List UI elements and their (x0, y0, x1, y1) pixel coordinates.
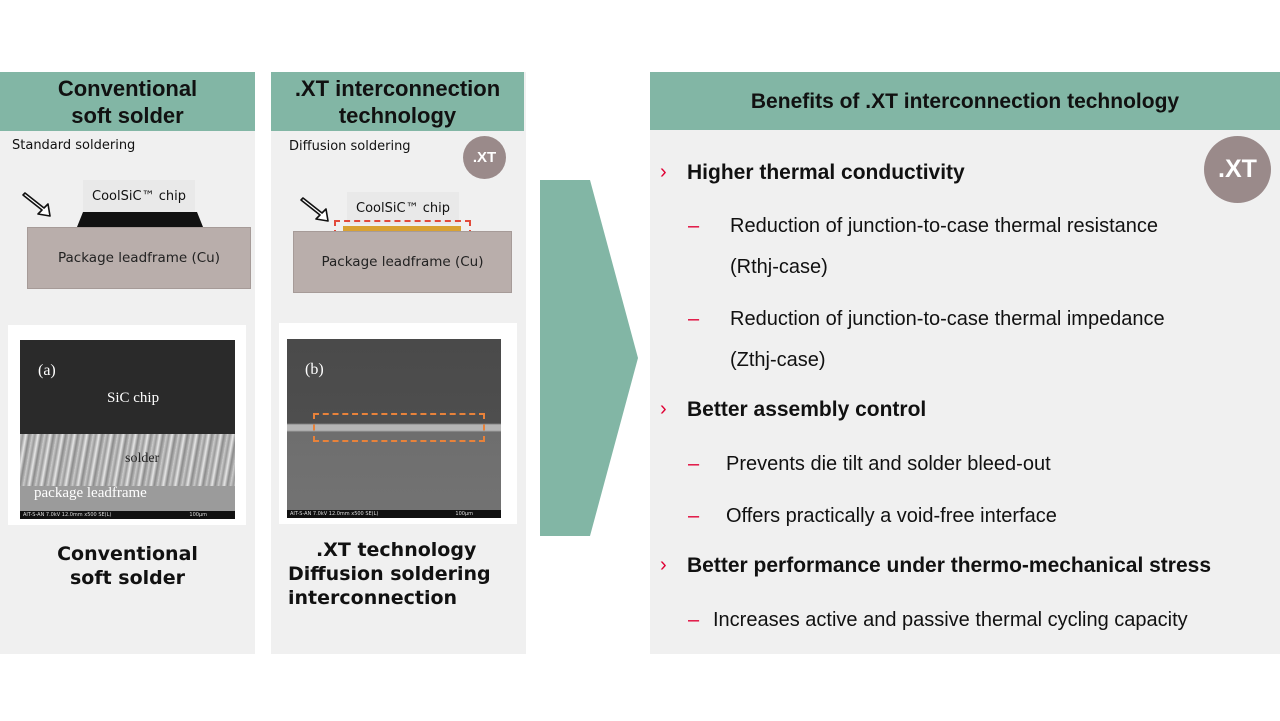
left-panel-header: Conventional soft solder (0, 72, 255, 131)
middle-xt-badge-text: .XT (472, 149, 497, 166)
left-solder-layer (77, 212, 203, 227)
left-sem-leadframe-region (20, 486, 235, 511)
middle-panel-header: .XT interconnection technology (271, 72, 524, 131)
right-panel (650, 72, 1280, 654)
left-sem-scale-text: AIT-S-AN 7.0kV 12.0mm x500 SE(L) (23, 512, 112, 518)
diagonal-arrow-icon (300, 197, 329, 222)
left-leadframe: Package leadframe (Cu) (27, 227, 251, 289)
bullet-chevron-icon: › (660, 398, 667, 420)
left-panel-header-text: Conventional soft solder (57, 75, 198, 128)
middle-process-label: Diffusion soldering (289, 139, 411, 154)
benefit-sub-text: Reduction of junction-to-case thermal re… (730, 206, 1158, 288)
left-chip: CoolSiC™ chip (83, 180, 195, 212)
benefit-title: Better assembly control (687, 398, 927, 421)
left-caption: Conventional soft solder (0, 542, 255, 590)
diagonal-arrow-icon (22, 192, 51, 217)
right-xt-badge: .XT (1204, 136, 1271, 203)
benefit-item: › Higher thermal conductivity (660, 161, 965, 185)
middle-caption-line3: interconnection (288, 587, 458, 609)
middle-caption: .XT technology Diffusion soldering inter… (288, 538, 523, 610)
middle-diffusion-layer (343, 226, 461, 231)
benefit-sub-text: Reduction of junction-to-case thermal im… (730, 299, 1165, 381)
middle-leadframe-label: Package leadframe (Cu) (321, 254, 484, 270)
benefit-sub-item: – Increases active and passive thermal c… (688, 600, 1188, 641)
middle-chip-label: CoolSiC™ chip (356, 200, 450, 216)
benefit-sub-line: Reduction of junction-to-case thermal re… (730, 215, 1158, 237)
left-process-label: Standard soldering (12, 138, 136, 153)
middle-panel-header-text: .XT interconnection technology (294, 75, 501, 128)
bullet-chevron-icon: › (660, 554, 667, 576)
right-xt-badge-text: .XT (1218, 155, 1257, 183)
middle-sem-scalebar: AIT-S-AN 7.0kV 12.0mm x500 SE(L) 100μm (287, 510, 501, 518)
left-sem-letter: (a) (38, 362, 56, 379)
right-panel-header: Benefits of .XT interconnection technolo… (650, 72, 1280, 130)
bullet-chevron-icon: › (660, 161, 667, 183)
benefit-sub-line: Reduction of junction-to-case thermal im… (730, 308, 1165, 330)
left-sem-leadframe-label: package leadframe (34, 485, 147, 501)
benefit-sub-line: Offers practically a void-free interface (726, 505, 1057, 527)
benefit-sub-line: (Zthj-case) (730, 349, 826, 371)
dash-marker: – (688, 505, 700, 527)
benefit-title: Better performance under thermo-mechanic… (687, 554, 1212, 577)
benefit-sub-item: – Prevents die tilt and solder bleed-out (688, 444, 1051, 485)
middle-caption-line1: .XT technology (316, 539, 477, 561)
benefit-sub-item: – Reduction of junction-to-case thermal … (688, 206, 1158, 288)
dash-marker: – (688, 453, 700, 475)
dash-marker: – (688, 215, 700, 237)
dash-marker: – (688, 609, 700, 631)
middle-chip: CoolSiC™ chip (347, 192, 459, 224)
left-sem-image: (a) SiC chip solder package leadframe AI… (20, 340, 235, 519)
dash-marker: – (688, 308, 700, 330)
middle-sem-letter: (b) (305, 361, 324, 378)
left-chip-label: CoolSiC™ chip (92, 188, 186, 204)
left-leadframe-label: Package leadframe (Cu) (58, 250, 220, 266)
left-sem-scalebar: AIT-S-AN 7.0kV 12.0mm x500 SE(L) 100μm (20, 511, 235, 519)
benefit-sub-item: – Reduction of junction-to-case thermal … (688, 299, 1165, 381)
benefit-sub-line: Prevents die tilt and solder bleed-out (726, 453, 1051, 475)
left-caption-line2: soft solder (69, 567, 186, 589)
benefit-sub-item: – Offers practically a void-free interfa… (688, 496, 1057, 537)
middle-sem-image: (b) AIT-S-AN 7.0kV 12.0mm x500 SE(L) 100… (287, 339, 501, 518)
benefits-list: › Higher thermal conductivity – Reductio… (650, 0, 1280, 721)
middle-sem-scale-bar: 100μm (455, 511, 473, 517)
benefit-title: Higher thermal conductivity (687, 161, 965, 184)
benefit-sub-line: (Rthj-case) (730, 256, 828, 278)
transition-arrow-icon (540, 180, 638, 536)
left-sem-chip-label: SiC chip (107, 390, 160, 406)
middle-leadframe: Package leadframe (Cu) (293, 231, 512, 293)
left-caption-line1: Conventional (57, 543, 198, 565)
benefit-item: › Better performance under thermo-mechan… (660, 554, 1211, 578)
middle-sem-highlight-box (313, 413, 485, 442)
left-sem-solder-label: solder (125, 451, 160, 466)
right-panel-header-text: Benefits of .XT interconnection technolo… (750, 89, 1180, 113)
benefit-sub-line: Increases active and passive thermal cyc… (713, 609, 1188, 631)
benefit-item: › Better assembly control (660, 398, 926, 422)
middle-sem-scale-text: AIT-S-AN 7.0kV 12.0mm x500 SE(L) (290, 511, 379, 517)
left-sem-scale-bar: 100μm (189, 512, 207, 518)
middle-caption-line2: Diffusion soldering (288, 563, 491, 585)
middle-xt-badge: .XT (463, 136, 506, 179)
left-sem-solder-region (20, 434, 235, 486)
